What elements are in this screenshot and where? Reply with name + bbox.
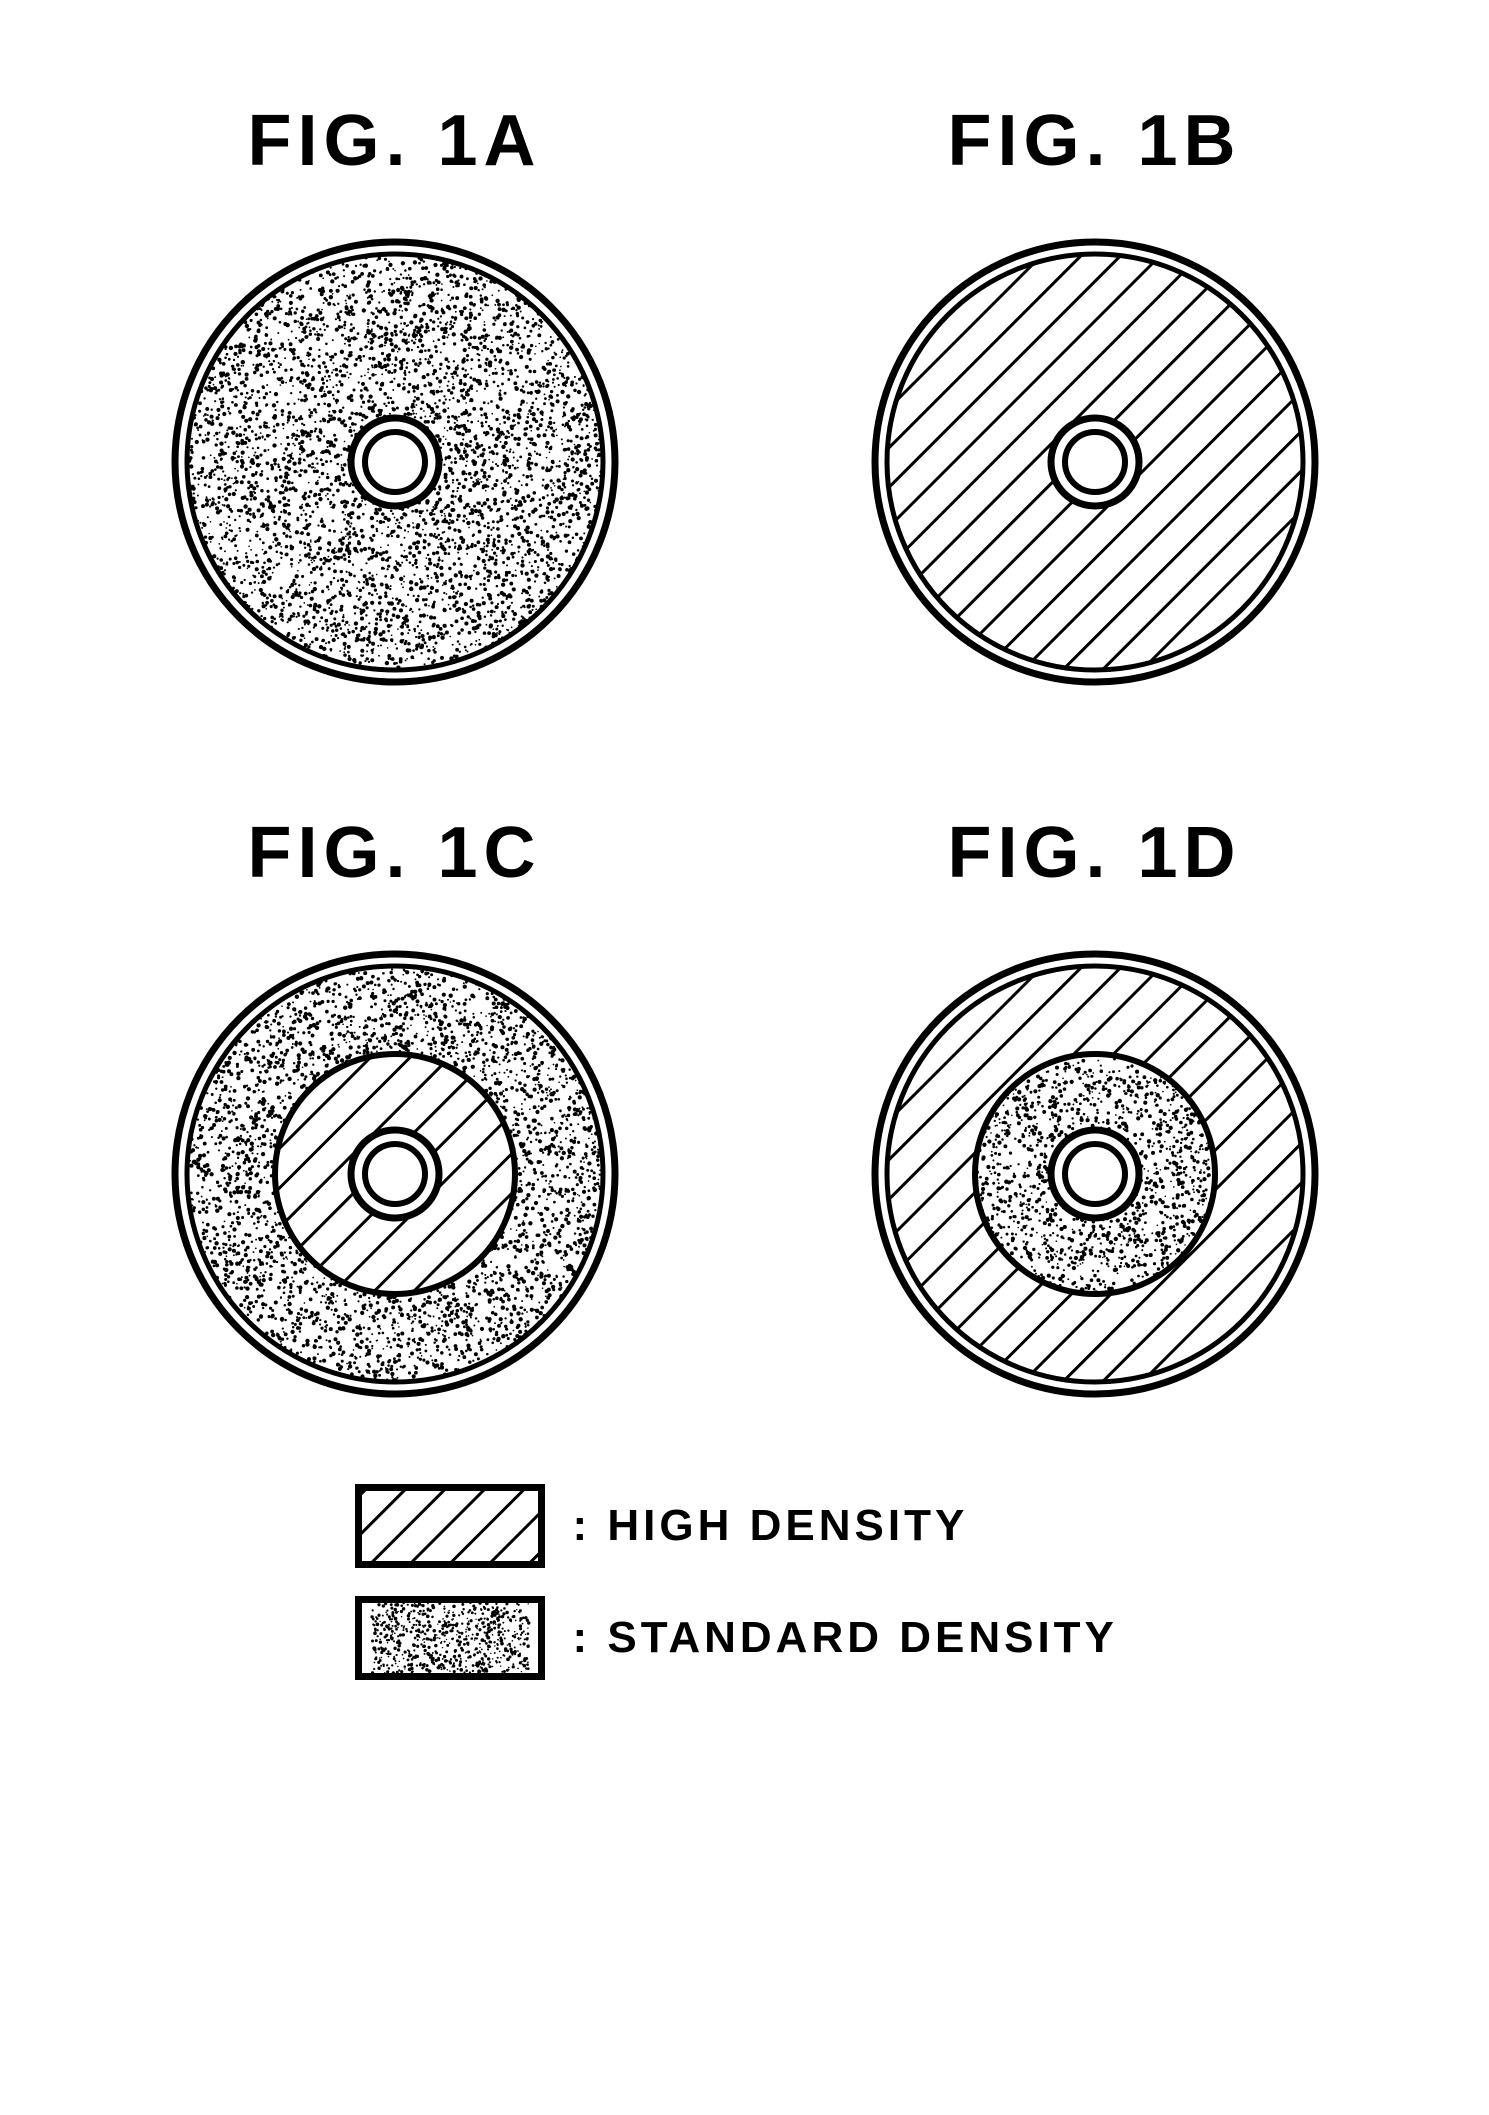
figure-1c-disc bbox=[165, 944, 625, 1404]
figure-1a-title: FIG. 1A bbox=[247, 100, 541, 182]
figure-1c-title: FIG. 1C bbox=[247, 812, 541, 894]
figure-1d-title: FIG. 1D bbox=[947, 812, 1241, 894]
figure-1c: FIG. 1C bbox=[95, 812, 695, 1404]
figure-1a: FIG. 1A bbox=[95, 100, 695, 692]
figure-1a-disc bbox=[165, 232, 625, 692]
figures-grid: FIG. 1A FIG. 1B FIG. 1C bbox=[95, 100, 1395, 1404]
legend-label-standard: : STANDARD DENSITY bbox=[573, 1613, 1118, 1663]
figure-1d: FIG. 1D bbox=[795, 812, 1395, 1404]
figure-1b-disc bbox=[865, 232, 1325, 692]
legend-swatch-standard bbox=[355, 1596, 545, 1680]
legend-swatch-high bbox=[355, 1484, 545, 1568]
figure-1b: FIG. 1B bbox=[795, 100, 1395, 692]
legend-label-high: : HIGH DENSITY bbox=[573, 1501, 969, 1551]
legend-row-high: : HIGH DENSITY bbox=[355, 1484, 1135, 1568]
figure-1d-disc bbox=[865, 944, 1325, 1404]
figure-1b-title: FIG. 1B bbox=[947, 100, 1241, 182]
legend: : HIGH DENSITY : STANDARD DENSITY bbox=[355, 1484, 1135, 1680]
legend-row-standard: : STANDARD DENSITY bbox=[355, 1596, 1135, 1680]
